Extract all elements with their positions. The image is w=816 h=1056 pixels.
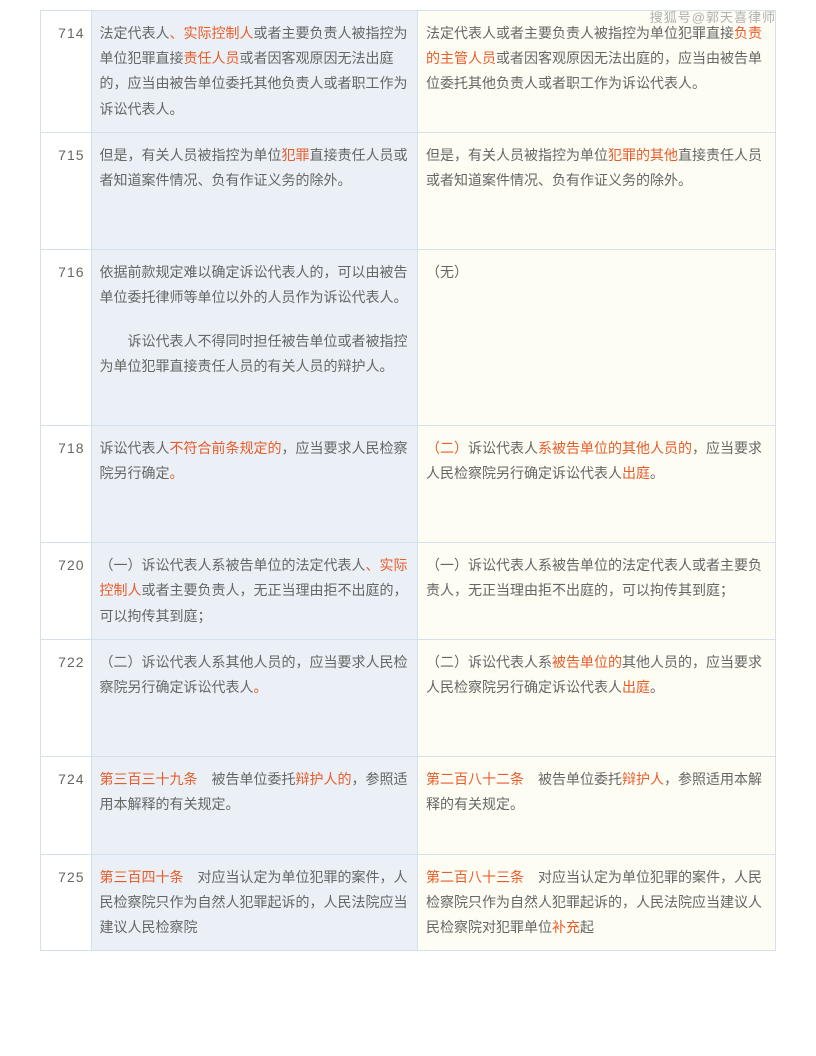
highlight-text: 不符合前条规定的 [170, 440, 282, 456]
right-cell: 第二百八十三条 对应当认定为单位犯罪的案件，人民检察院只作为自然人犯罪起诉的，人… [417, 854, 775, 951]
highlight-text: 负责的主管人员 [426, 25, 762, 66]
cell-text: （二）诉讼代表人系其他人员的，应当要求人民检察院另行确定诉讼代表人。 [100, 654, 408, 695]
cell-text: 依据前款规定难以确定诉讼代表人的，可以由被告单位委托律师等单位以外的人员作为诉讼… [100, 260, 409, 310]
highlight-text: 犯罪的其他 [608, 147, 678, 163]
row-number: 715 [41, 132, 92, 249]
highlight-text: 。 [254, 679, 268, 695]
cell-text: （无） [426, 264, 468, 280]
row-number: 718 [41, 425, 92, 542]
right-cell: （无） [417, 250, 775, 426]
cell-text: （二）诉讼代表人系被告单位的其他人员的，应当要求人民检察院另行确定诉讼代表人出庭… [426, 440, 762, 481]
row-number: 716 [41, 250, 92, 426]
highlight-text: 、实际控制人 [170, 25, 254, 41]
highlight-text: 责任人员 [184, 50, 240, 66]
highlight-text: 被告单位的 [552, 654, 622, 670]
highlight-text: 。 [170, 465, 184, 481]
highlight-text: 第二百八十三条 [426, 869, 524, 885]
table-row: 724第三百三十九条 被告单位委托辩护人的，参照适用本解释的有关规定。第二百八十… [41, 757, 776, 854]
cell-text: 第三百四十条 对应当认定为单位犯罪的案件，人民检察院只作为自然人犯罪起诉的，人民… [100, 869, 408, 935]
right-cell: （二）诉讼代表人系被告单位的其他人员的，应当要求人民检察院另行确定诉讼代表人出庭… [417, 425, 775, 542]
table-row: 725第三百四十条 对应当认定为单位犯罪的案件，人民检察院只作为自然人犯罪起诉的… [41, 854, 776, 951]
cell-text: 诉讼代表人不得同时担任被告单位或者被指控为单位犯罪直接责任人员的有关人员的辩护人… [100, 329, 409, 379]
highlight-text: 系被告单位的其他人员的 [538, 440, 692, 456]
cell-text: 法定代表人或者主要负责人被指控为单位犯罪直接负责的主管人员或者因客观原因无法出庭… [426, 25, 762, 91]
cell-text: 第三百三十九条 被告单位委托辩护人的，参照适用本解释的有关规定。 [100, 771, 408, 812]
cell-text: 但是，有关人员被指控为单位犯罪直接责任人员或者知道案件情况、负有作证义务的除外。 [100, 147, 408, 188]
table-row: 722（二）诉讼代表人系其他人员的，应当要求人民检察院另行确定诉讼代表人。 （二）… [41, 639, 776, 756]
highlight-text: 出庭 [622, 679, 650, 695]
table-row: 715但是，有关人员被指控为单位犯罪直接责任人员或者知道案件情况、负有作证义务的… [41, 132, 776, 249]
left-cell: 第三百四十条 对应当认定为单位犯罪的案件，人民检察院只作为自然人犯罪起诉的，人民… [91, 854, 417, 951]
highlight-text: 第二百八十二条 [426, 771, 524, 787]
highlight-text: 出庭 [622, 465, 650, 481]
highlight-text: 、实际控制人 [100, 557, 408, 598]
row-number: 724 [41, 757, 92, 854]
row-number: 725 [41, 854, 92, 951]
cell-text: 第二百八十二条 被告单位委托辩护人，参照适用本解释的有关规定。 [426, 771, 762, 812]
comparison-table: 714法定代表人、实际控制人或者主要负责人被指控为单位犯罪直接责任人员或者因客观… [40, 10, 776, 951]
table-row: 716依据前款规定难以确定诉讼代表人的，可以由被告单位委托律师等单位以外的人员作… [41, 250, 776, 426]
highlight-text: 第三百四十条 [100, 869, 184, 885]
cell-text: 但是，有关人员被指控为单位犯罪的其他直接责任人员或者知道案件情况、负有作证义务的… [426, 147, 762, 188]
left-cell: （二）诉讼代表人系其他人员的，应当要求人民检察院另行确定诉讼代表人。 [91, 639, 417, 756]
cell-text: 第二百八十三条 对应当认定为单位犯罪的案件，人民检察院只作为自然人犯罪起诉的，人… [426, 869, 762, 935]
right-cell: （二）诉讼代表人系被告单位的其他人员的，应当要求人民检察院另行确定诉讼代表人出庭… [417, 639, 775, 756]
table-row: 720（一）诉讼代表人系被告单位的法定代表人、实际控制人或者主要负责人，无正当理… [41, 543, 776, 640]
cell-text: （一）诉讼代表人系被告单位的法定代表人、实际控制人或者主要负责人，无正当理由拒不… [100, 557, 408, 623]
cell-text: 法定代表人、实际控制人或者主要负责人被指控为单位犯罪直接责任人员或者因客观原因无… [100, 25, 408, 117]
left-cell: 但是，有关人员被指控为单位犯罪直接责任人员或者知道案件情况、负有作证义务的除外。 [91, 132, 417, 249]
right-cell: （一）诉讼代表人系被告单位的法定代表人或者主要负责人，无正当理由拒不出庭的，可以… [417, 543, 775, 640]
left-cell: 诉讼代表人不符合前条规定的，应当要求人民检察院另行确定。 [91, 425, 417, 542]
row-number: 720 [41, 543, 92, 640]
right-cell: 第二百八十二条 被告单位委托辩护人，参照适用本解释的有关规定。 [417, 757, 775, 854]
highlight-text: 辩护人的 [296, 771, 352, 787]
highlight-text: 犯罪 [282, 147, 310, 163]
highlight-text: 第三百三十九条 [100, 771, 198, 787]
right-cell: 但是，有关人员被指控为单位犯罪的其他直接责任人员或者知道案件情况、负有作证义务的… [417, 132, 775, 249]
cell-text: 诉讼代表人不符合前条规定的，应当要求人民检察院另行确定。 [100, 440, 408, 481]
left-cell: 依据前款规定难以确定诉讼代表人的，可以由被告单位委托律师等单位以外的人员作为诉讼… [91, 250, 417, 426]
row-number: 722 [41, 639, 92, 756]
highlight-text: （二） [426, 440, 468, 456]
left-cell: 法定代表人、实际控制人或者主要负责人被指控为单位犯罪直接责任人员或者因客观原因无… [91, 11, 417, 133]
left-cell: （一）诉讼代表人系被告单位的法定代表人、实际控制人或者主要负责人，无正当理由拒不… [91, 543, 417, 640]
watermark-text: 搜狐号@郭天喜律师 [650, 6, 776, 29]
left-cell: 第三百三十九条 被告单位委托辩护人的，参照适用本解释的有关规定。 [91, 757, 417, 854]
row-number: 714 [41, 11, 92, 133]
cell-text: （二）诉讼代表人系被告单位的其他人员的，应当要求人民检察院另行确定诉讼代表人出庭… [426, 654, 762, 695]
highlight-text: 补充 [552, 919, 580, 935]
highlight-text: 辩护人 [622, 771, 664, 787]
table-row: 718诉讼代表人不符合前条规定的，应当要求人民检察院另行确定。 （二）诉讼代表人系… [41, 425, 776, 542]
cell-text: （一）诉讼代表人系被告单位的法定代表人或者主要负责人，无正当理由拒不出庭的，可以… [426, 557, 762, 598]
